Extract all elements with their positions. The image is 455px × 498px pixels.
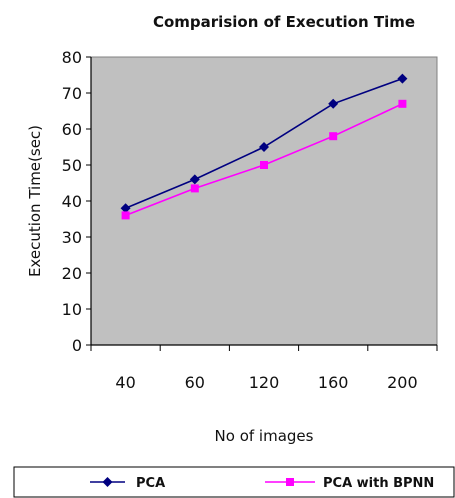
- y-tick-label: 0: [72, 336, 82, 355]
- y-tick-label: 30: [62, 228, 82, 247]
- data-point: [189, 174, 200, 185]
- y-tick-label: 50: [62, 156, 82, 175]
- x-tick-label: 60: [185, 373, 205, 392]
- x-tick-label: 160: [318, 373, 349, 392]
- x-tick-label: 40: [115, 373, 135, 392]
- data-point: [398, 99, 407, 108]
- y-tick-label: 70: [62, 84, 82, 103]
- data-point: [260, 161, 268, 169]
- y-tick-label: 80: [62, 48, 82, 67]
- data-point: [190, 184, 199, 193]
- data-point: [329, 132, 338, 141]
- data-point: [121, 211, 130, 220]
- data-point: [397, 73, 408, 84]
- y-tick-label: 10: [62, 300, 82, 319]
- series-layer: [120, 73, 408, 220]
- legend-label: PCA: [136, 476, 165, 491]
- y-tick-label: 60: [62, 120, 82, 139]
- data-point: [328, 98, 339, 109]
- y-tick-label: 40: [62, 192, 82, 211]
- x-axis: 40 60 120 160 200: [90, 344, 438, 392]
- y-axis: 0 10 20 30 40 50 60 70 80: [62, 48, 92, 355]
- y-tick-label: 20: [62, 264, 82, 283]
- x-tick-label: 120: [249, 373, 280, 392]
- data-point: [259, 142, 269, 152]
- y-axis-label: Execution Time(sec): [26, 125, 44, 277]
- x-axis-label: No of images: [215, 427, 314, 445]
- plot-area: [90, 56, 438, 346]
- legend-marker: [286, 478, 294, 486]
- legend-label: PCA with BPNN: [323, 476, 434, 491]
- legend: PCA PCA with BPNN: [90, 476, 434, 491]
- data-point: [120, 203, 131, 214]
- x-tick-label: 200: [387, 373, 418, 392]
- legend-box: [13, 466, 455, 498]
- legend-marker: [102, 477, 113, 487]
- chart-title: Comparision of Execution Time: [153, 13, 415, 31]
